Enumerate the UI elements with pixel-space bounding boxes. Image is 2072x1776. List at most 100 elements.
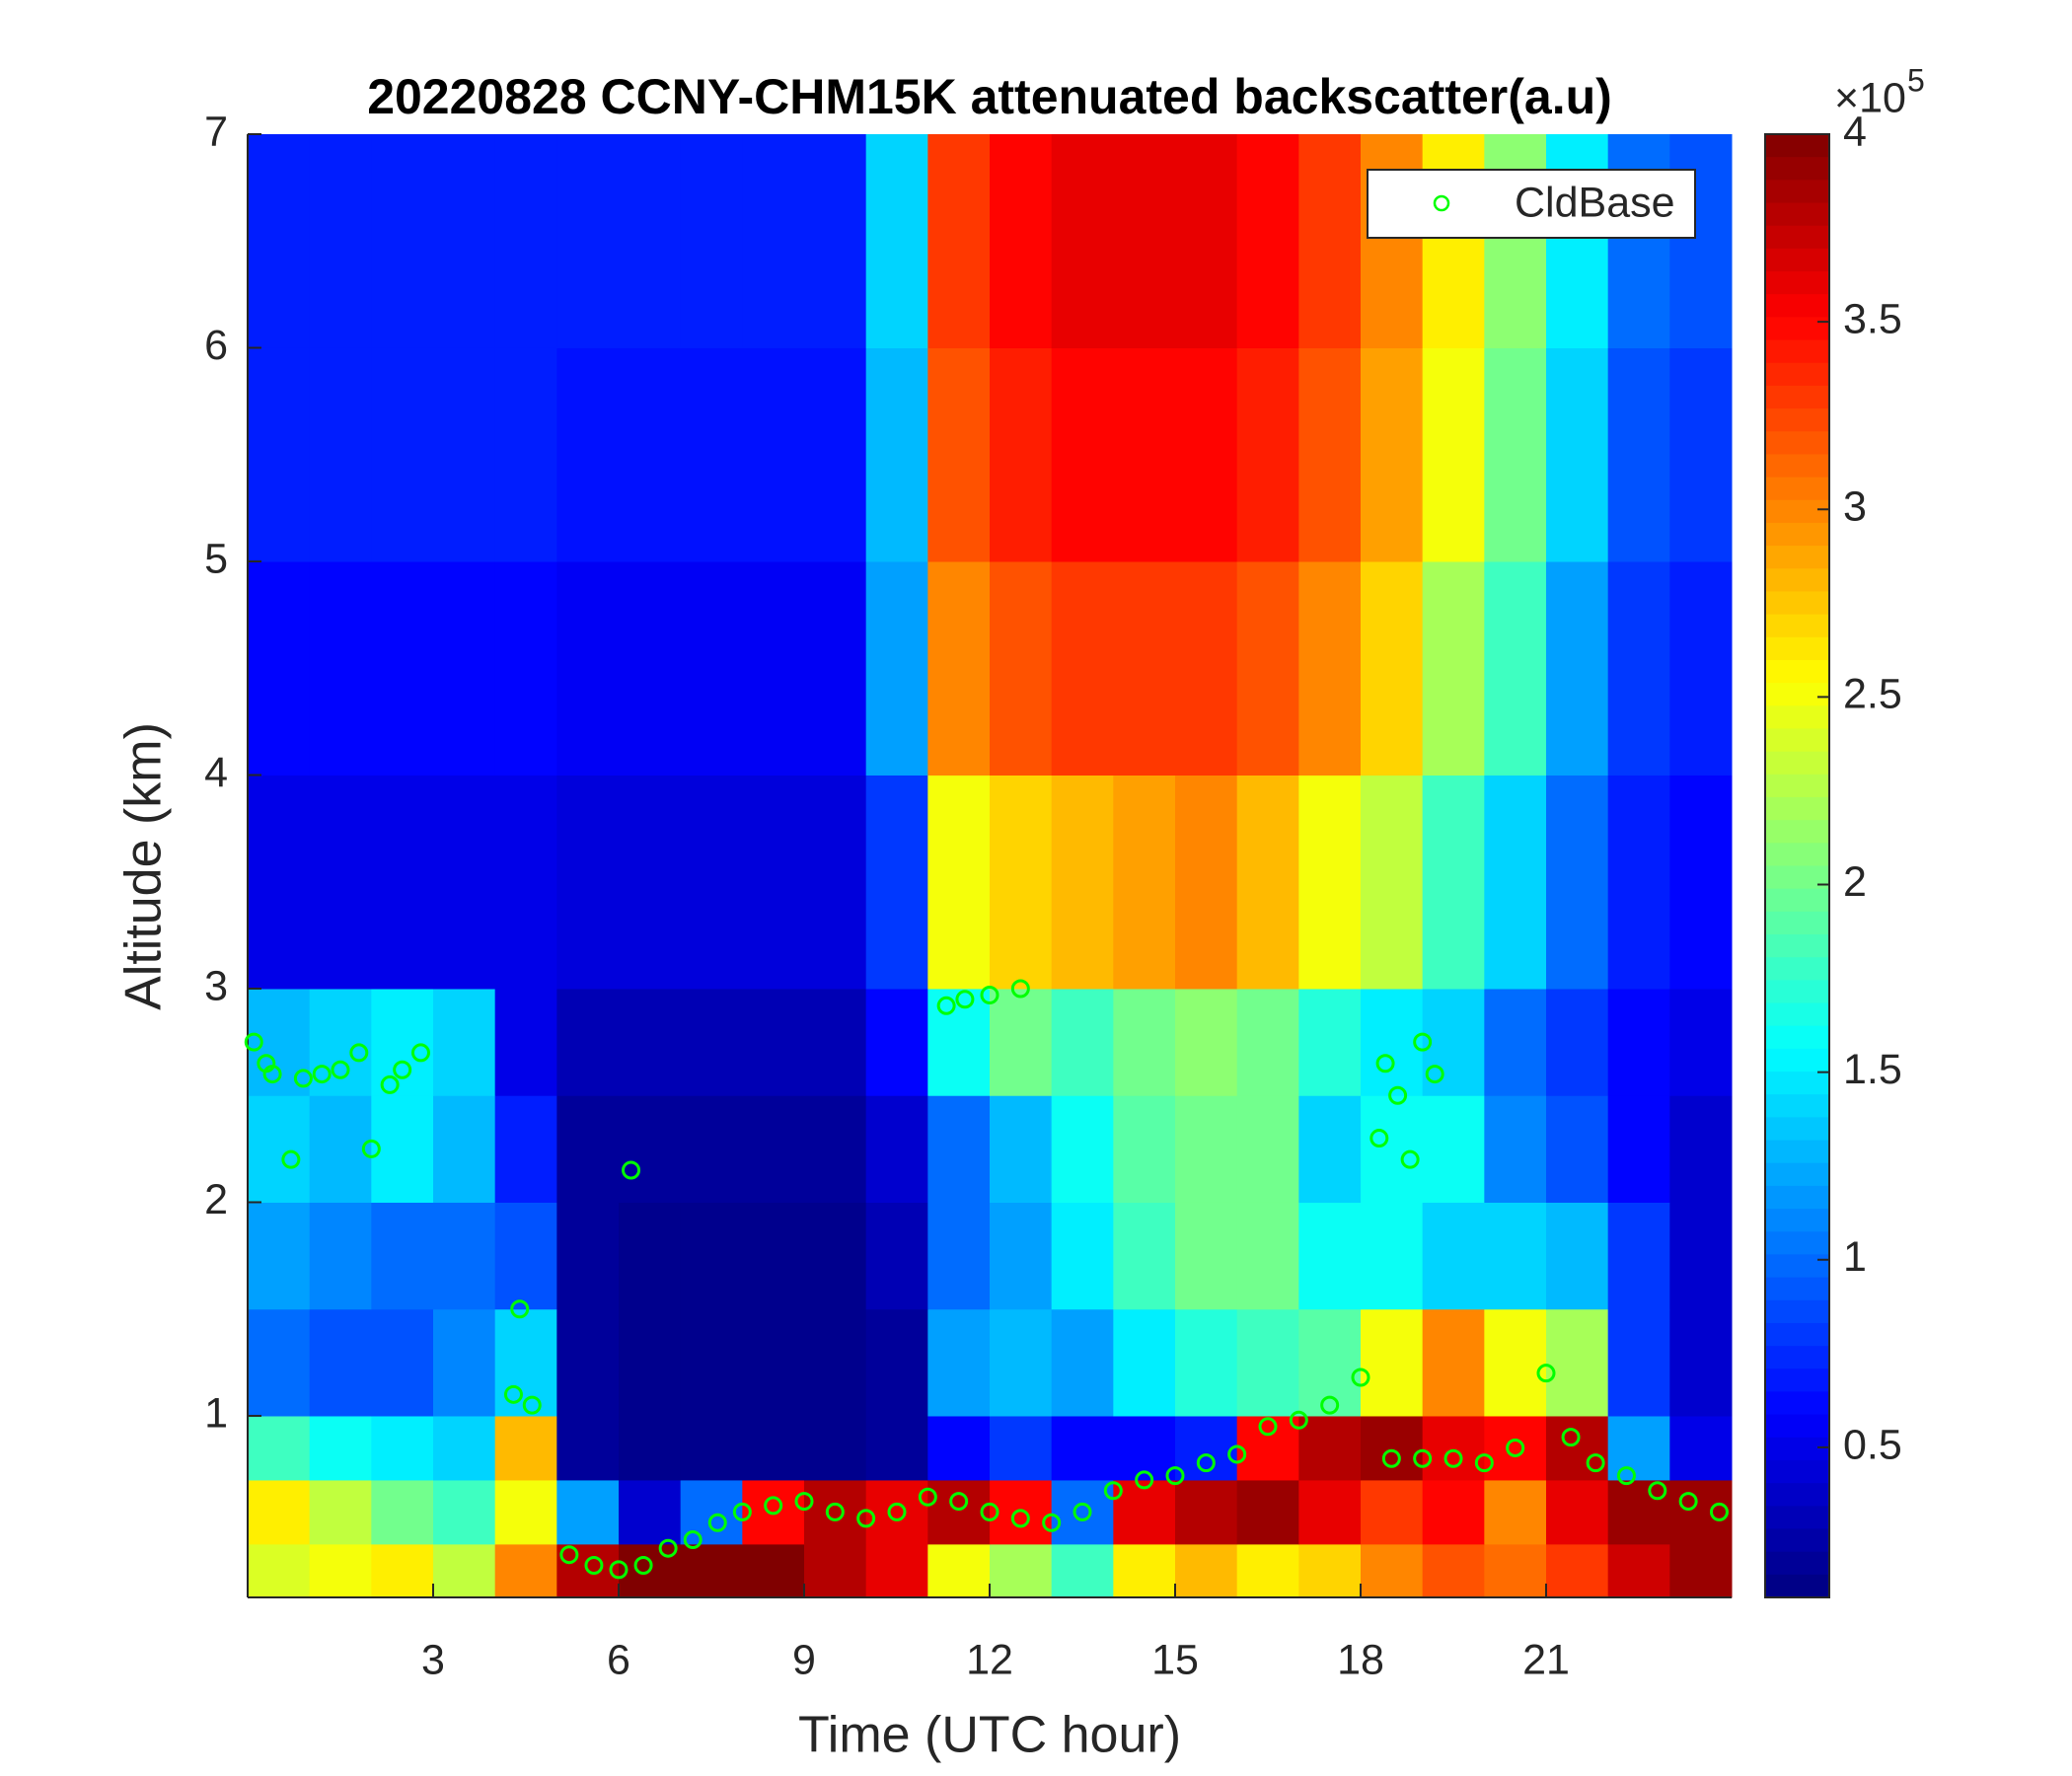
heatmap-cell bbox=[1051, 560, 1114, 776]
colorbar-swatch bbox=[1765, 683, 1829, 706]
heatmap-cell bbox=[927, 1543, 991, 1598]
colorbar-swatch bbox=[1765, 1414, 1829, 1439]
cloud-base-point bbox=[918, 1487, 937, 1507]
heatmap-cell bbox=[1607, 134, 1670, 348]
heatmap-cell bbox=[680, 1202, 743, 1310]
cloud-base-point bbox=[1165, 1466, 1185, 1486]
colorbar: 0.5 1 1.5 2 2.5 3 3.5 4 bbox=[1764, 108, 1902, 1598]
heatmap-cell bbox=[1361, 1308, 1424, 1417]
cloud-base-point bbox=[312, 1065, 332, 1084]
heatmap-cell bbox=[927, 1095, 991, 1203]
heatmap-cell bbox=[1546, 1202, 1609, 1310]
cloud-base-point bbox=[856, 1509, 876, 1528]
heatmap-cell bbox=[1175, 1479, 1238, 1545]
legend: CldBase bbox=[1367, 169, 1696, 239]
colorbar-swatch bbox=[1765, 636, 1829, 661]
cloud-base-point bbox=[1616, 1466, 1636, 1486]
cloud-base-point bbox=[980, 985, 999, 1004]
colorbar-swatch bbox=[1765, 1072, 1829, 1095]
heatmap-cell bbox=[680, 1543, 743, 1598]
x-tick-label: 6 bbox=[607, 1636, 630, 1683]
heatmap-cell bbox=[556, 1202, 620, 1310]
heatmap-cell bbox=[371, 1415, 434, 1481]
heatmap-cell bbox=[556, 988, 620, 1096]
cloud-base-point bbox=[522, 1395, 542, 1415]
cloud-base-point bbox=[1010, 1509, 1030, 1528]
cloud-base-point bbox=[1258, 1417, 1278, 1437]
heatmap-cell bbox=[248, 1543, 311, 1598]
heatmap-cell bbox=[1546, 1308, 1609, 1417]
heatmap-cell bbox=[680, 134, 743, 348]
cloud-base-point bbox=[1196, 1453, 1216, 1473]
heatmap-cell bbox=[309, 1202, 372, 1310]
heatmap-cell bbox=[309, 1543, 372, 1598]
heatmap-cell bbox=[1298, 775, 1362, 990]
heatmap-cell bbox=[742, 347, 805, 562]
colorbar-swatch bbox=[1765, 180, 1829, 204]
heatmap-cell bbox=[680, 1308, 743, 1417]
heatmap-cell bbox=[1236, 1202, 1299, 1310]
heatmap-cell bbox=[1361, 134, 1424, 348]
x-tick-label: 3 bbox=[421, 1636, 445, 1683]
heatmap-cell bbox=[619, 1415, 682, 1481]
x-tick-label: 15 bbox=[1151, 1636, 1199, 1683]
colorbar-tick-label: 1 bbox=[1843, 1233, 1867, 1281]
cloud-base-point bbox=[1375, 1054, 1395, 1073]
heatmap-cell bbox=[1607, 1308, 1670, 1417]
heatmap-cell bbox=[804, 1415, 867, 1481]
heatmap-cell bbox=[990, 1095, 1053, 1203]
heatmap-cell bbox=[1546, 347, 1609, 562]
colorbar-swatch bbox=[1765, 271, 1829, 295]
y-tick-label: 3 bbox=[204, 962, 228, 1009]
heatmap-cell bbox=[804, 775, 867, 990]
colorbar-swatch bbox=[1765, 1209, 1829, 1232]
heatmap-cell bbox=[556, 1415, 620, 1481]
y-tick-label: 4 bbox=[204, 749, 228, 796]
heatmap-cell bbox=[433, 134, 496, 348]
cloud-base-point bbox=[503, 1384, 523, 1404]
heatmap-cell bbox=[371, 1308, 434, 1417]
colorbar-swatch bbox=[1765, 1254, 1829, 1279]
heatmap-cell bbox=[1669, 134, 1733, 348]
heatmap-cell bbox=[742, 134, 805, 348]
heatmap-cell bbox=[990, 1543, 1053, 1598]
heatmap-cell bbox=[556, 1308, 620, 1417]
heatmap-cell bbox=[1113, 1543, 1176, 1598]
heatmap-cell bbox=[1113, 1308, 1176, 1417]
heatmap-cell bbox=[248, 134, 311, 348]
heatmap-cell bbox=[433, 1095, 496, 1203]
colorbar-swatch bbox=[1765, 522, 1829, 547]
cloud-base-point bbox=[281, 1149, 301, 1169]
cloud-base-point bbox=[764, 1496, 783, 1516]
heatmap-cell bbox=[804, 1543, 867, 1598]
heatmap-cell bbox=[433, 1543, 496, 1598]
heatmap-cell bbox=[1607, 1415, 1670, 1481]
colorbar-swatch bbox=[1765, 1277, 1829, 1301]
colorbar-swatch bbox=[1765, 1322, 1829, 1347]
cloud-base-point bbox=[393, 1060, 412, 1079]
heatmap-cell bbox=[494, 1479, 557, 1545]
cloud-base-point bbox=[1536, 1364, 1556, 1383]
colorbar-swatch bbox=[1765, 1574, 1829, 1598]
heatmap-cell bbox=[1236, 1095, 1299, 1203]
cloud-base-point bbox=[1561, 1428, 1581, 1447]
y-tick-label: 2 bbox=[204, 1176, 228, 1223]
heatmap-cell bbox=[1236, 988, 1299, 1096]
heatmap-cell bbox=[1484, 1415, 1547, 1481]
x-axis-label: Time (UTC hour) bbox=[798, 1707, 1181, 1764]
heatmap-cell bbox=[248, 1202, 311, 1310]
heatmap-cell bbox=[1607, 1543, 1670, 1598]
colorbar-swatch bbox=[1765, 294, 1829, 318]
heatmap-cell bbox=[680, 775, 743, 990]
y-tick-label: 6 bbox=[204, 322, 228, 369]
cloud-base-point bbox=[1227, 1444, 1247, 1464]
heatmap-cell bbox=[1484, 560, 1547, 776]
cloud-base-point bbox=[1010, 979, 1030, 999]
heatmap-cell bbox=[1669, 1202, 1733, 1310]
heatmap-cell bbox=[248, 1308, 311, 1417]
heatmap-cell bbox=[248, 775, 311, 990]
colorbar-swatch bbox=[1765, 614, 1829, 638]
heatmap-cell bbox=[865, 1202, 928, 1310]
cloud-base-point bbox=[1369, 1129, 1389, 1148]
